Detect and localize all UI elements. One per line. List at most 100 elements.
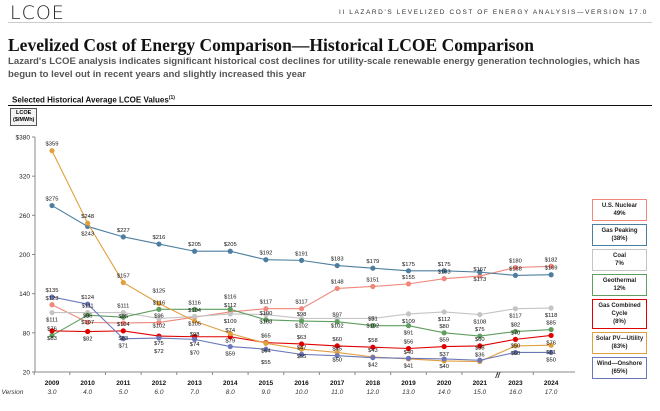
data-label: $105 xyxy=(188,322,201,328)
data-label: $97 xyxy=(332,313,342,319)
data-point xyxy=(85,319,91,325)
data-label: $74 xyxy=(225,328,235,334)
x-tick-label: 2023 xyxy=(508,380,523,387)
data-label: $40 xyxy=(439,364,449,370)
data-label: $179 xyxy=(366,259,379,265)
data-point xyxy=(298,318,305,324)
version-label: 12.0 xyxy=(367,389,380,396)
data-point xyxy=(548,342,554,348)
data-label: $70 xyxy=(511,330,521,336)
version-label: 11.0 xyxy=(331,389,344,396)
version-label: 13.0 xyxy=(402,389,415,396)
data-label: $79 xyxy=(225,338,235,344)
data-point xyxy=(370,355,376,361)
data-point xyxy=(512,306,519,312)
version-label: 8.0 xyxy=(226,389,235,396)
data-point xyxy=(298,351,305,357)
data-point xyxy=(120,309,126,316)
version-label: 7.0 xyxy=(190,389,199,396)
data-label: $109 xyxy=(224,319,237,325)
data-label: $169 xyxy=(545,266,558,272)
y-tick-label: 260 xyxy=(19,213,30,220)
data-label: $227 xyxy=(117,228,130,234)
data-label: $76 xyxy=(546,340,556,346)
legend-change: 12% xyxy=(613,286,626,292)
data-label: $60 xyxy=(332,337,342,343)
data-point xyxy=(334,262,340,269)
data-label: $104 xyxy=(117,322,131,328)
data-point xyxy=(156,241,162,247)
section-header: II LAZARD'S LEVELIZED COST OF ENERGY ANA… xyxy=(339,9,648,16)
section-divider xyxy=(8,105,652,106)
version-label: 16.0 xyxy=(509,389,522,396)
data-point xyxy=(405,355,412,361)
data-label: $173 xyxy=(473,277,486,283)
data-label: $82 xyxy=(83,337,93,343)
data-label: $112 xyxy=(224,303,236,309)
data-label: $50 xyxy=(511,343,521,349)
legend-item: Geothermal 12% xyxy=(592,274,647,296)
data-label: $216 xyxy=(152,235,165,241)
data-point xyxy=(156,319,162,325)
x-tick-label: 2013 xyxy=(187,380,202,387)
y-tick-label: 200 xyxy=(19,252,30,259)
data-label: $118 xyxy=(545,313,557,319)
data-label: $80 xyxy=(439,324,449,330)
data-label: $50 xyxy=(546,357,556,363)
data-point xyxy=(334,285,340,292)
legend-change: (38%) xyxy=(611,236,628,242)
data-label: $107 xyxy=(81,320,94,326)
legend-change: 49% xyxy=(613,211,626,217)
data-label: $36 xyxy=(475,353,485,359)
data-point xyxy=(405,268,412,274)
data-point xyxy=(477,269,483,275)
data-point xyxy=(405,323,412,329)
data-label: $109 xyxy=(402,319,415,325)
x-tick-label: 2017 xyxy=(330,380,345,387)
y-tick-label: 320 xyxy=(19,174,30,181)
version-label: 4.0 xyxy=(83,389,92,396)
legend-name: Wind—Onshore xyxy=(596,361,643,367)
x-tick-label: 2012 xyxy=(152,380,167,387)
data-point xyxy=(156,300,162,307)
series-line-1 xyxy=(51,205,552,276)
data-point xyxy=(441,356,447,362)
data-point xyxy=(227,306,233,312)
data-label: $55 xyxy=(261,360,271,366)
data-label: $175 xyxy=(438,262,451,268)
data-point xyxy=(512,343,519,349)
data-label: $47 xyxy=(297,345,307,351)
legend: U.S. Nuclear 49% Gas Peaking (38%) Coal 7% Geo… xyxy=(592,199,647,379)
data-label: $275 xyxy=(46,197,59,203)
version-label: 5.0 xyxy=(119,389,128,396)
data-point xyxy=(298,257,305,263)
data-label: $50 xyxy=(332,357,342,363)
data-point xyxy=(263,306,269,312)
data-point xyxy=(120,336,126,342)
data-point xyxy=(263,317,269,323)
data-label: $175 xyxy=(402,262,415,268)
data-label: $116 xyxy=(224,294,236,300)
data-point xyxy=(49,328,55,334)
data-label: $98 xyxy=(190,332,200,338)
data-point xyxy=(477,357,483,363)
data-point xyxy=(370,315,376,322)
data-point xyxy=(156,315,162,322)
data-label: $70 xyxy=(190,350,200,356)
legend-item: Solar PV—Utility (83%) xyxy=(592,332,647,354)
legend-item: Wind—Onshore (65%) xyxy=(592,357,647,379)
data-label: $95 xyxy=(118,314,128,320)
data-label: $83 xyxy=(118,336,128,342)
data-label: $40 xyxy=(404,350,414,356)
data-label: $71 xyxy=(118,344,128,350)
data-point xyxy=(512,349,519,356)
x-tick-label: 2014 xyxy=(223,380,238,387)
legend-name: Coal xyxy=(612,253,626,259)
data-point xyxy=(85,312,91,318)
data-point xyxy=(370,344,376,350)
y-tick-label: 20 xyxy=(23,370,31,377)
data-label: $55 xyxy=(297,354,307,360)
data-point xyxy=(441,309,447,315)
data-label: $243 xyxy=(81,231,94,237)
